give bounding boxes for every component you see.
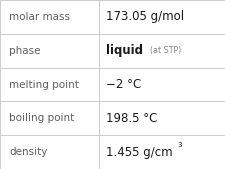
Text: 3: 3 (177, 142, 181, 148)
Text: melting point: melting point (9, 79, 79, 90)
Text: (at STP): (at STP) (150, 46, 181, 55)
Text: −2 °C: −2 °C (106, 78, 141, 91)
Text: 173.05 g/mol: 173.05 g/mol (106, 10, 184, 23)
Text: phase: phase (9, 46, 40, 56)
Text: boiling point: boiling point (9, 113, 74, 123)
Text: 198.5 °C: 198.5 °C (106, 112, 157, 125)
Text: 1.455 g/cm: 1.455 g/cm (106, 146, 172, 159)
Text: density: density (9, 147, 47, 157)
Text: liquid: liquid (106, 44, 143, 57)
Text: molar mass: molar mass (9, 12, 70, 22)
